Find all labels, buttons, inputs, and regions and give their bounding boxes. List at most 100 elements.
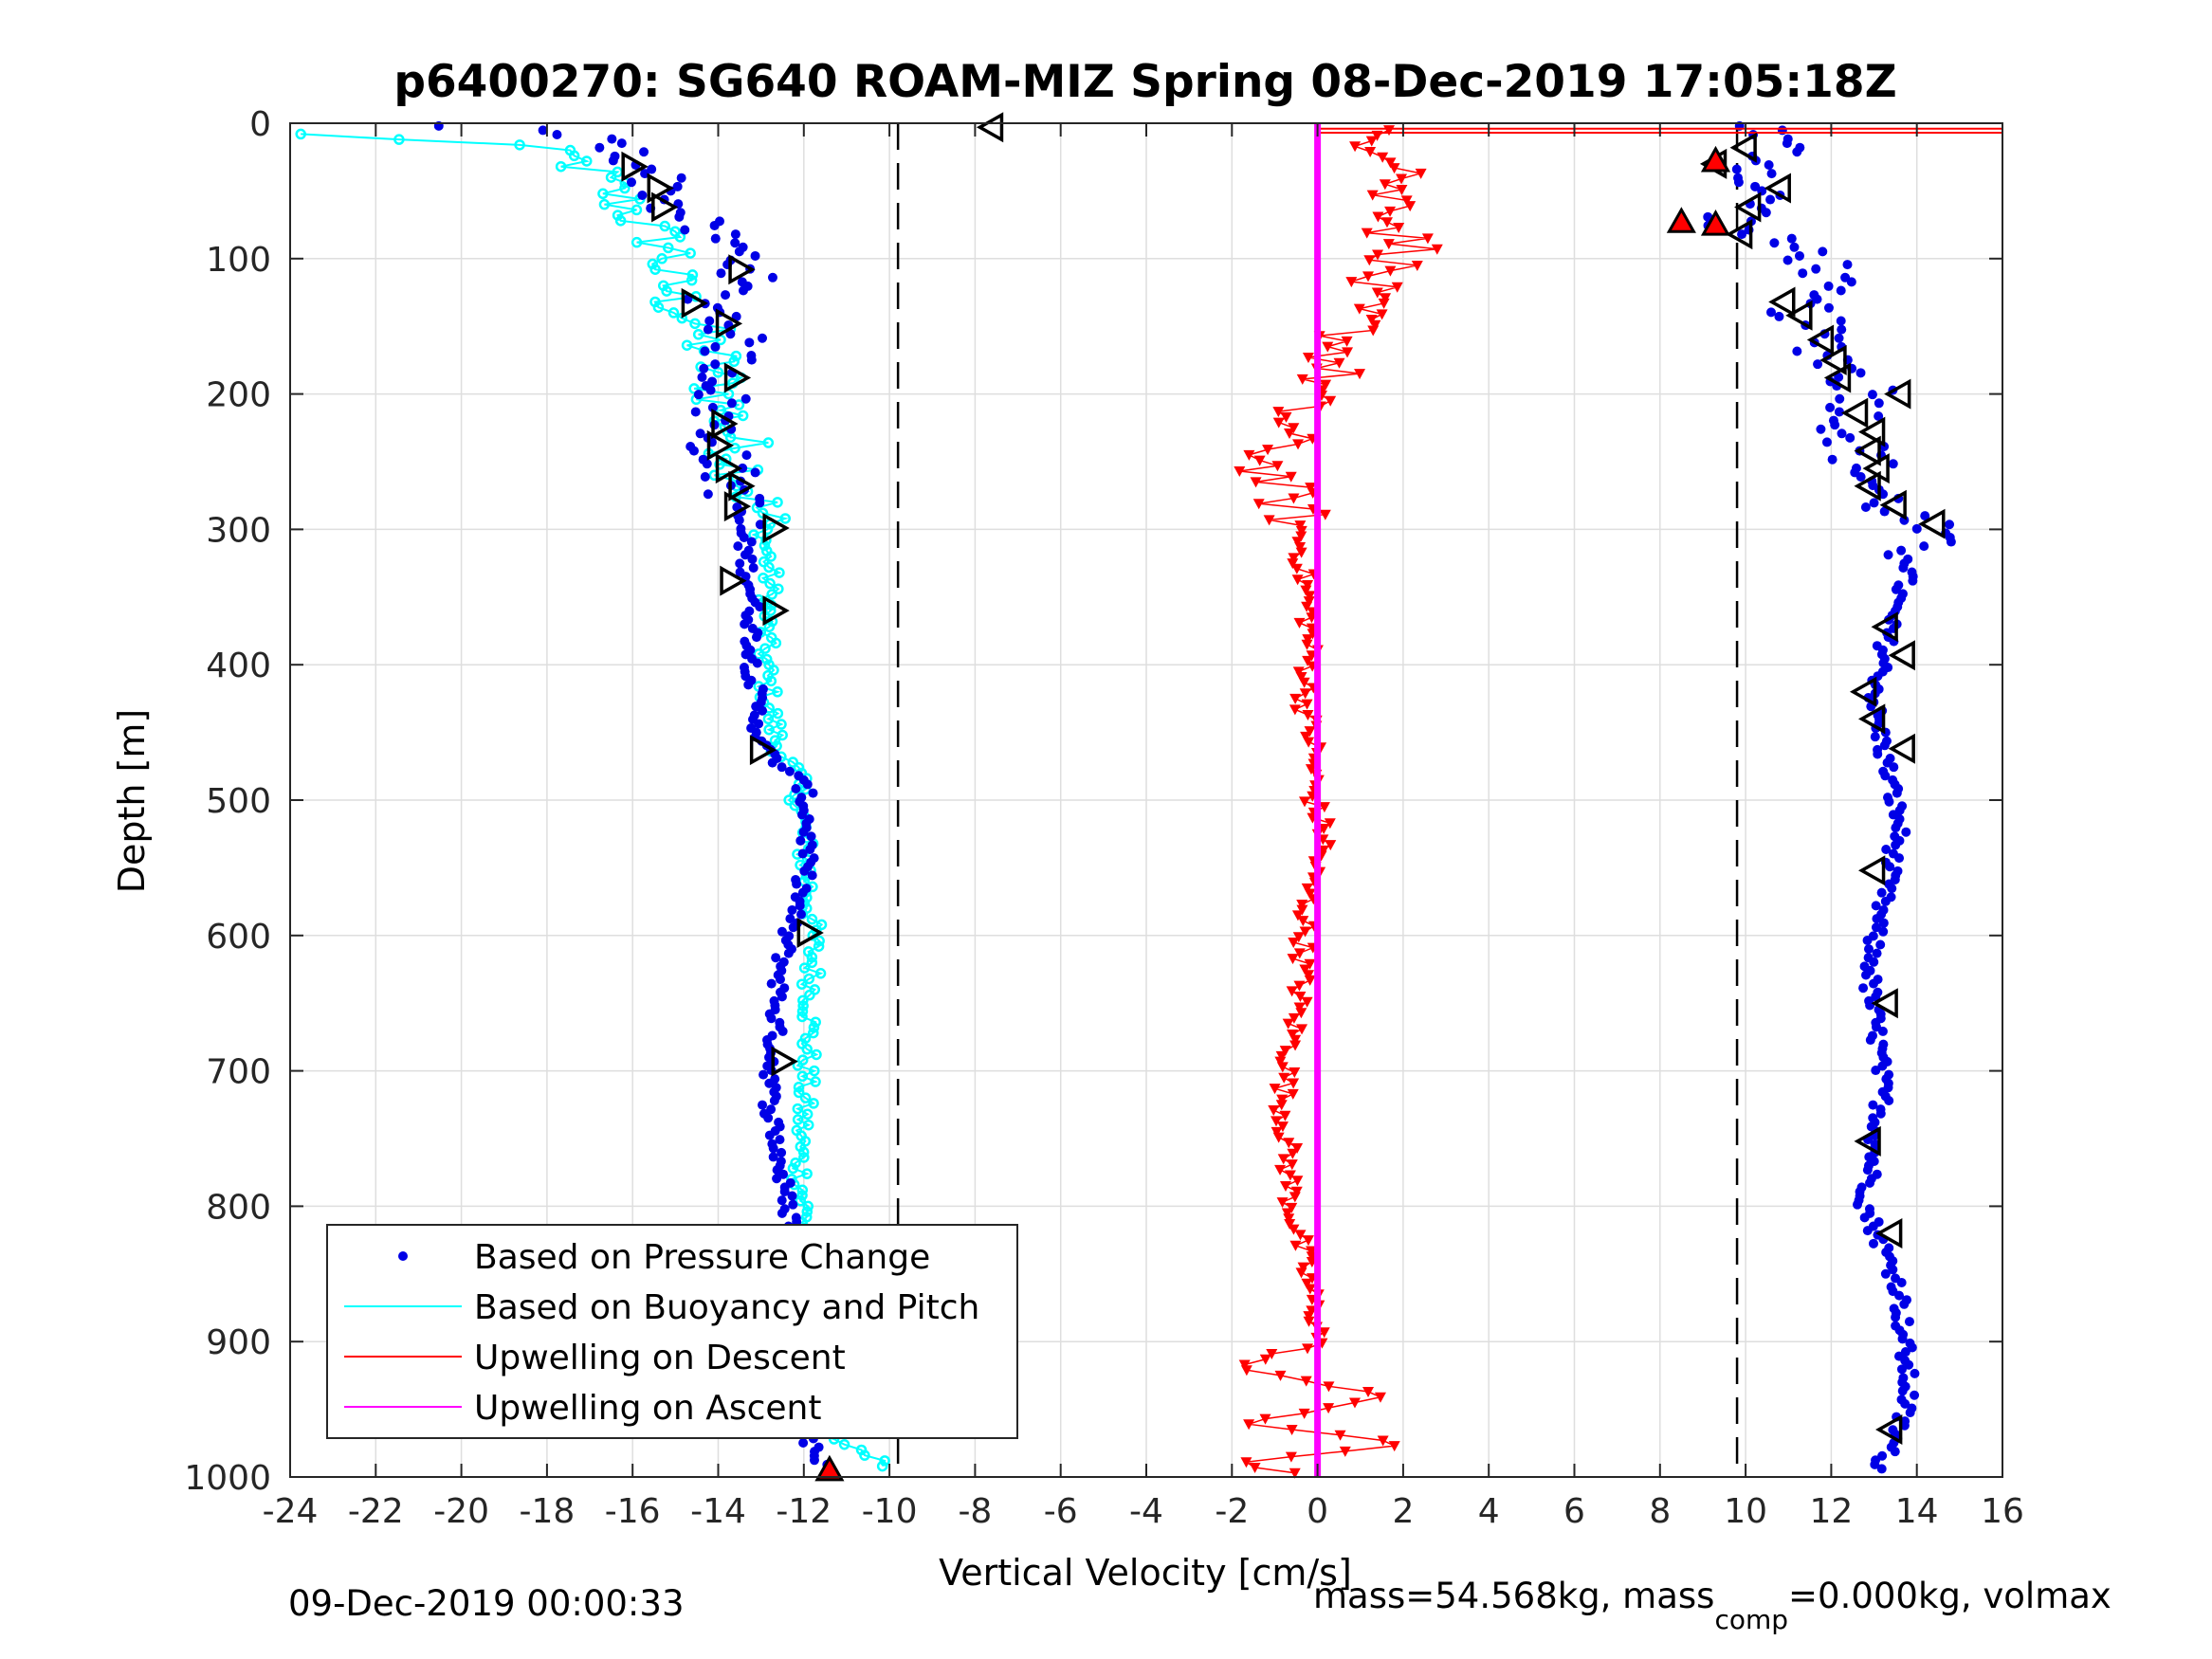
pressure-point <box>705 385 716 395</box>
pressure-point <box>1766 169 1777 179</box>
upwelling-descent-point <box>1240 1365 1252 1376</box>
upwelling-descent-point <box>1421 233 1434 245</box>
pressure-point <box>739 532 749 542</box>
upwelling-descent-point <box>1404 201 1417 212</box>
pressure-point <box>1884 1096 1894 1106</box>
buoyancy-point <box>686 269 699 281</box>
buoyancy-point <box>663 242 674 254</box>
pressure-point <box>807 870 817 881</box>
ascent-marker <box>1849 676 1877 707</box>
upwelling-descent-point <box>1302 710 1314 721</box>
upwelling-descent-point <box>1325 395 1337 407</box>
upwelling-descent-point <box>1362 1387 1375 1398</box>
upwelling-descent-point <box>1278 1072 1290 1084</box>
pressure-point <box>787 904 797 915</box>
buoyancy-point <box>674 231 686 243</box>
buoyancy-point <box>612 210 624 221</box>
buoyancy-point <box>811 1048 822 1061</box>
pressure-point <box>710 233 721 244</box>
upwelling-descent-point <box>1292 439 1305 450</box>
buoyancy-point <box>779 513 791 524</box>
pressure-point <box>1904 1317 1914 1327</box>
buoyancy-point <box>770 637 782 649</box>
buoyancy-point <box>810 1076 821 1087</box>
buoyancy-point <box>614 215 627 227</box>
buoyancy-point <box>605 172 617 183</box>
pressure-point <box>1834 372 1844 382</box>
pressure-point <box>1901 827 1911 837</box>
upwelling-descent-point <box>1301 601 1313 612</box>
upwelling-descent-point <box>1380 217 1393 228</box>
upwelling-descent-point <box>1377 152 1389 163</box>
buoyancy-point <box>765 551 777 562</box>
buoyancy-point <box>764 577 776 590</box>
upwelling-descent-point <box>1379 179 1391 191</box>
ascent-marker <box>1888 640 1915 671</box>
x-tick-label: -22 <box>348 1492 404 1531</box>
upwelling-descent-point <box>1363 255 1376 266</box>
ascent-marker <box>1918 508 1946 539</box>
x-tick-label: 2 <box>1392 1492 1414 1531</box>
pressure-point <box>1821 437 1832 447</box>
upwelling-descent-point <box>1289 693 1302 704</box>
upwelling-descent-point <box>1271 1126 1283 1138</box>
buoyancy-point <box>795 978 808 990</box>
buoyancy-point <box>393 134 405 145</box>
pressure-point <box>1861 970 1872 980</box>
buoyancy-point <box>798 1152 810 1163</box>
descent-marker <box>621 151 649 182</box>
buoyancy-point <box>796 1070 809 1083</box>
upwelling-descent-point <box>1303 970 1315 981</box>
buoyancy-point <box>598 198 611 210</box>
buoyancy-point <box>649 264 661 275</box>
upwelling-descent-point <box>1288 1078 1300 1089</box>
upwelling-descent-point <box>1283 1213 1295 1225</box>
pressure-point <box>1877 1026 1888 1036</box>
buoyancy-point <box>814 968 827 979</box>
upwelling-descent-point <box>1384 157 1397 169</box>
x-tick-label: -6 <box>1044 1492 1078 1531</box>
buoyancy-point <box>796 1011 808 1023</box>
upwelling-descent-point <box>1301 1278 1313 1289</box>
upwelling-descent-point <box>1318 1327 1330 1339</box>
x-tick-label: -24 <box>263 1492 319 1531</box>
pressure-point <box>699 363 709 374</box>
pressure-point <box>805 844 815 854</box>
upwelling-descent-point <box>1300 1376 1312 1387</box>
upwelling-descent-point <box>1364 146 1377 157</box>
pressure-point <box>730 229 740 240</box>
pressure-point <box>1896 1364 1907 1375</box>
buoyancy-point <box>295 128 306 140</box>
pressure-point <box>750 250 760 261</box>
pressure-point <box>1892 788 1902 798</box>
pressure-point <box>647 164 657 174</box>
ascent-marker <box>1857 416 1886 447</box>
buoyancy-point <box>619 182 631 194</box>
upwelling-descent-point <box>1287 1148 1299 1159</box>
pressure-point <box>1737 229 1747 240</box>
descent-marker <box>728 254 756 285</box>
pressure-point <box>1862 935 1873 945</box>
upwelling-descent-point <box>1339 1446 1351 1457</box>
pressure-point <box>758 705 768 716</box>
pressure-point <box>741 450 752 461</box>
upwelling-descent-point <box>1263 515 1275 526</box>
x-tick-label: -14 <box>690 1492 746 1531</box>
ascent-marker <box>1806 324 1835 356</box>
pressure-point <box>777 1147 787 1158</box>
x-tick-label: 4 <box>1478 1492 1500 1531</box>
upwelling-descent-point <box>1291 910 1304 921</box>
buoyancy-point <box>765 605 777 616</box>
pressure-point <box>798 1438 809 1449</box>
buoyancy-point <box>772 707 784 720</box>
pressure-point <box>1869 498 1879 508</box>
upwelling-descent-point <box>1289 1034 1302 1046</box>
pressure-point <box>1846 277 1856 287</box>
ascent-marker <box>1888 733 1915 764</box>
pressure-point <box>763 1113 774 1123</box>
pressure-point <box>1890 1447 1900 1457</box>
pressure-point <box>726 398 737 409</box>
pressure-point <box>802 779 813 790</box>
mass-subscript: comp <box>1714 1604 1789 1635</box>
pressure-point <box>538 125 548 136</box>
